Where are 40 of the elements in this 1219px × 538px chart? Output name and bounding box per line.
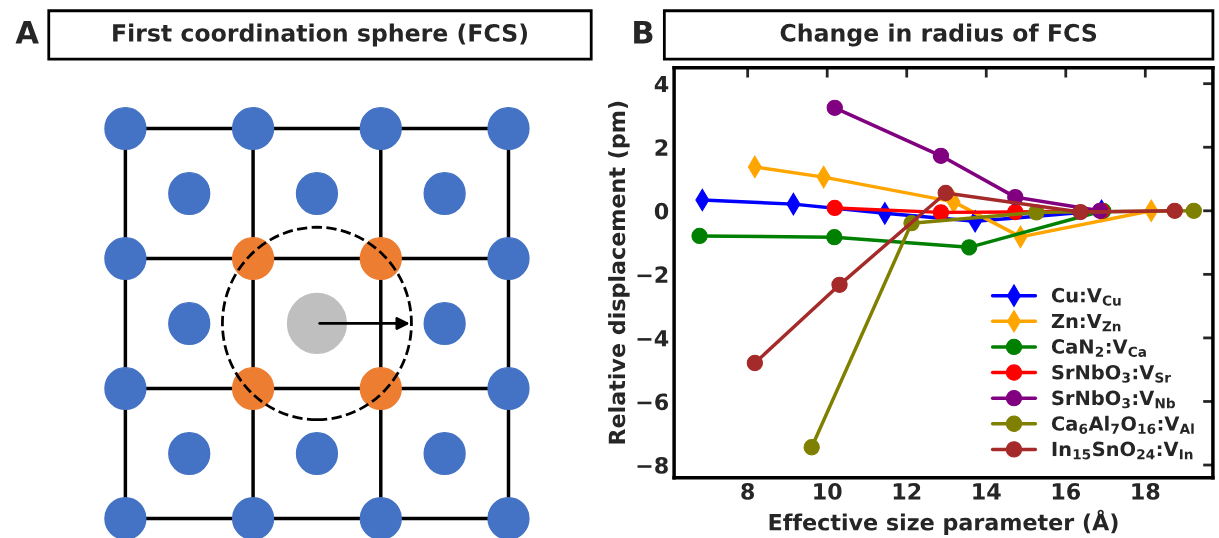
- x-tick-label: 8: [741, 483, 755, 500]
- x-tick-label: 12: [893, 483, 921, 500]
- text: First coordination sphere (FCS): [113, 23, 527, 47]
- legend-label: Ca$_{6}$Al$_{7}$O$_{16}$:V$_{Al}$: [1051, 415, 1194, 434]
- point: [1185, 202, 1202, 219]
- point: [937, 184, 954, 202]
- point: [831, 276, 848, 293]
- y-tick-label: −6: [637, 393, 669, 411]
- y-tick-label: −4: [637, 330, 669, 347]
- x-tick-label: 10: [814, 483, 842, 500]
- chart-title: Change in radius of FCS: [780, 23, 1097, 47]
- x-tick-label: 14: [973, 483, 1001, 500]
- x-tick-label: 18: [1132, 483, 1160, 500]
- point: [961, 239, 978, 256]
- legend-label: SrNbO$_{3}$:V$_{Sr}$: [1052, 364, 1171, 383]
- y-tick-label: 4: [654, 75, 669, 93]
- y-axis-title: Relative displacement (pm): [608, 101, 630, 444]
- point: [691, 227, 708, 245]
- point: [932, 204, 950, 221]
- point: [826, 229, 843, 246]
- point: [826, 199, 843, 217]
- x-tick-label: 16: [1052, 483, 1081, 500]
- point: [803, 439, 820, 456]
- text: B: [634, 21, 653, 44]
- point: [826, 99, 843, 116]
- y-tick-label: −2: [637, 266, 668, 283]
- legend-label: Cu:V$_{Cu}$: [1051, 287, 1121, 306]
- point: [932, 147, 950, 164]
- y-tick-label: −8: [637, 456, 668, 474]
- text: A: [15, 21, 39, 44]
- legend-label: Zn:V$_{Zn}$: [1051, 313, 1121, 332]
- point: [1166, 202, 1183, 219]
- x-axis-title: Effective size parameter (Å): [769, 509, 1118, 535]
- legend-label: CaN$_{2}$:V$_{Ca}$: [1051, 339, 1146, 357]
- legend-label: In$_{15}$SnO$_{24}$:V$_{In}$: [1052, 441, 1193, 460]
- point: [746, 354, 763, 372]
- y-tick-label: 2: [655, 139, 668, 156]
- y-tick-label: 0: [654, 202, 669, 220]
- point: [1072, 203, 1089, 221]
- legend-label: SrNbO$_{3}$:V$_{Nb}$: [1052, 390, 1175, 409]
